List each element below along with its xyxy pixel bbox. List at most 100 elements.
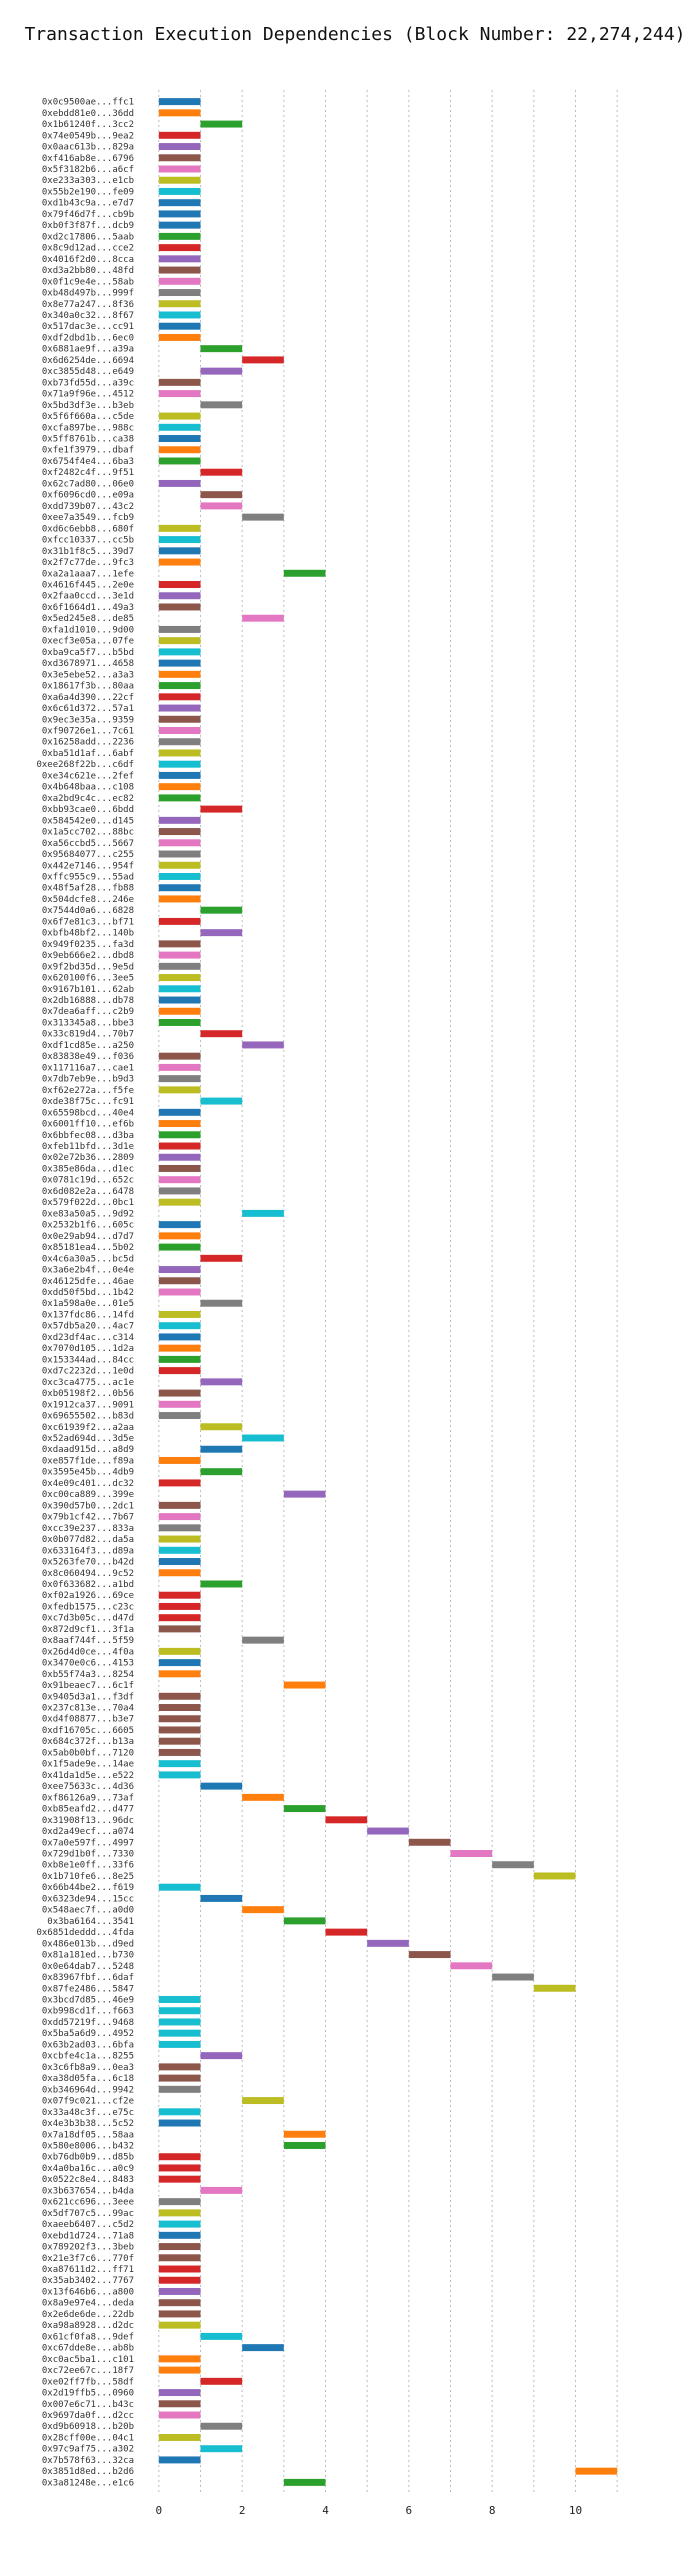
y-tick-label: 0x789202f3...3beb: [42, 2243, 134, 2253]
task-bar: [158, 435, 201, 442]
y-tick-label: 0x28cff00e...04c1: [42, 2433, 134, 2443]
y-tick-label: 0x621cc696...3eee: [42, 2198, 134, 2208]
y-tick-label: 0x26d4d0ce...4f0a: [42, 1647, 134, 1657]
task-bar: [158, 2231, 201, 2239]
task-bar: [158, 704, 201, 712]
y-tick-label: 0x9eb666e2...dbd8: [42, 951, 134, 961]
y-tick-label: 0xd6c6ebb8...680f: [42, 524, 134, 534]
y-tick-label: 0x620100f6...3ee5: [42, 974, 134, 984]
y-tick-label: 0x3a81248e...e1c6: [42, 2478, 134, 2488]
task-bar: [158, 2209, 201, 2217]
task-bar: [450, 1962, 493, 1970]
y-tick-label: 0xa2bd9c4c...ec82: [42, 794, 134, 804]
y-tick-labels: 0x0c9500ae...ffc10xebdd81e0...36dd0x1b61…: [36, 98, 134, 2489]
task-bar: [158, 771, 201, 779]
y-tick-label: 0x6754f4e4...6ba3: [42, 457, 134, 467]
task-bar: [158, 1007, 201, 1015]
y-tick-label: 0xfcc10337...cc5b: [42, 536, 134, 546]
task-bar: [158, 715, 201, 723]
task-bar: [158, 1748, 201, 1756]
task-bar: [200, 906, 243, 914]
y-tick-label: 0x6f1664d1...49a3: [42, 603, 134, 613]
task-bar: [158, 2040, 201, 2048]
y-tick-label: 0xb0f3f87f...dcb9: [42, 221, 134, 231]
task-bar: [283, 2130, 326, 2138]
y-tick-label: 0x3ba6164...3541: [47, 1917, 134, 1927]
y-tick-label: 0x633164f3...d89a: [42, 1546, 134, 1556]
task-bar: [158, 1715, 201, 1723]
y-tick-label: 0x9167b101...62ab: [42, 985, 134, 995]
task-bar: [200, 345, 243, 353]
task-bar: [158, 2366, 201, 2374]
task-bar: [158, 1018, 201, 1026]
y-tick-label: 0x504dcfe8...246e: [42, 895, 134, 905]
y-tick-label: 0x6c61d372...57a1: [42, 704, 134, 714]
y-tick-label: 0x97c9af75...a302: [42, 2445, 134, 2455]
task-bar: [158, 1456, 201, 1464]
task-bar: [158, 2456, 201, 2464]
y-tick-label: 0x3b637654...b4da: [42, 2186, 134, 2196]
task-bar: [242, 2097, 284, 2105]
y-tick-label: 0xf02a1926...69ce: [42, 1591, 134, 1601]
y-tick-label: 0xdf1cd85e...a250: [42, 1041, 134, 1051]
task-bar: [200, 929, 243, 937]
task-bar: [408, 1838, 451, 1846]
task-bar: [158, 1344, 201, 1352]
task-bar: [158, 1187, 201, 1195]
y-tick-label: 0x69655502...b83d: [42, 1412, 134, 1422]
task-bar: [158, 1659, 201, 1667]
y-tick-label: 0x729d1b0f...7330: [42, 1850, 134, 1860]
task-bar: [158, 390, 201, 398]
y-tick-label: 0x8aaf744f...5f59: [42, 1636, 134, 1646]
y-tick-label: 0x0c9500ae...ffc1: [42, 98, 134, 108]
task-bar: [158, 749, 201, 757]
y-tick-label: 0x83967fbf...6daf: [42, 1973, 134, 1983]
y-tick-label: 0x1b710fe6...8e25: [42, 1872, 134, 1882]
task-bar: [158, 682, 201, 690]
task-bar: [158, 300, 201, 308]
task-bar: [242, 2344, 284, 2352]
y-tick-label: 0x13f646b6...a800: [42, 2287, 134, 2297]
y-tick-label: 0xe233a303...e1cb: [42, 176, 134, 186]
task-bar: [158, 581, 201, 588]
task-bar: [242, 1209, 284, 1217]
task-bar: [492, 1861, 534, 1869]
task-bar: [158, 1647, 201, 1655]
y-tick-label: 0x0aac613b...829a: [42, 143, 134, 153]
y-tick-label: 0x9ec3e35a...9359: [42, 715, 134, 725]
task-bar: [200, 2052, 243, 2060]
y-tick-label: 0xa56ccbd5...5667: [42, 839, 134, 849]
task-bar: [158, 378, 201, 386]
y-tick-label: 0x390d57b0...2dc1: [42, 1501, 134, 1511]
y-tick-label: 0x07f9c021...cf2e: [42, 2097, 134, 2107]
y-tick-label: 0x7544d0a6...6828: [42, 906, 134, 916]
task-bar: [158, 1737, 201, 1745]
task-bar: [158, 547, 201, 555]
y-tick-label: 0xd1b43c9a...e7d7: [42, 199, 134, 209]
y-tick-label: 0x6881ae9f...a39a: [42, 345, 134, 355]
task-bar: [158, 524, 201, 532]
y-tick-label: 0xc61939f2...a2aa: [42, 1423, 134, 1433]
task-bar: [158, 1052, 201, 1060]
task-bar: [158, 322, 201, 330]
y-tick-label: 0x7a0e597f...4997: [42, 1838, 134, 1848]
task-bar: [158, 2018, 201, 2026]
task-bar: [158, 1692, 201, 1700]
y-tick-label: 0x237c813e...70a4: [42, 1704, 134, 1714]
task-bar: [158, 2265, 201, 2273]
y-tick-label: 0x6001ff10...ef6b: [42, 1120, 134, 1130]
task-bar: [158, 255, 201, 263]
y-tick-label: 0xe34c621e...2fef: [42, 771, 134, 781]
y-tick-label: 0x517dac3e...cc91: [42, 322, 134, 332]
y-tick-label: 0x35ab3402...7767: [42, 2276, 134, 2286]
y-tick-label: 0x7b578f63...32ca: [42, 2456, 134, 2466]
y-tick-label: 0x46125dfe...46ae: [42, 1277, 134, 1287]
y-tick-label: 0x83838e49...f036: [42, 1052, 134, 1062]
task-bar: [200, 491, 243, 499]
task-bar: [158, 873, 201, 880]
y-tick-label: 0x5f3182b6...a6cf: [42, 165, 134, 175]
task-bar: [158, 850, 201, 858]
task-bar: [158, 266, 201, 274]
grid-layer: [158, 90, 618, 2492]
y-tick-label: 0xe02ff7fb...58df: [42, 2377, 134, 2387]
